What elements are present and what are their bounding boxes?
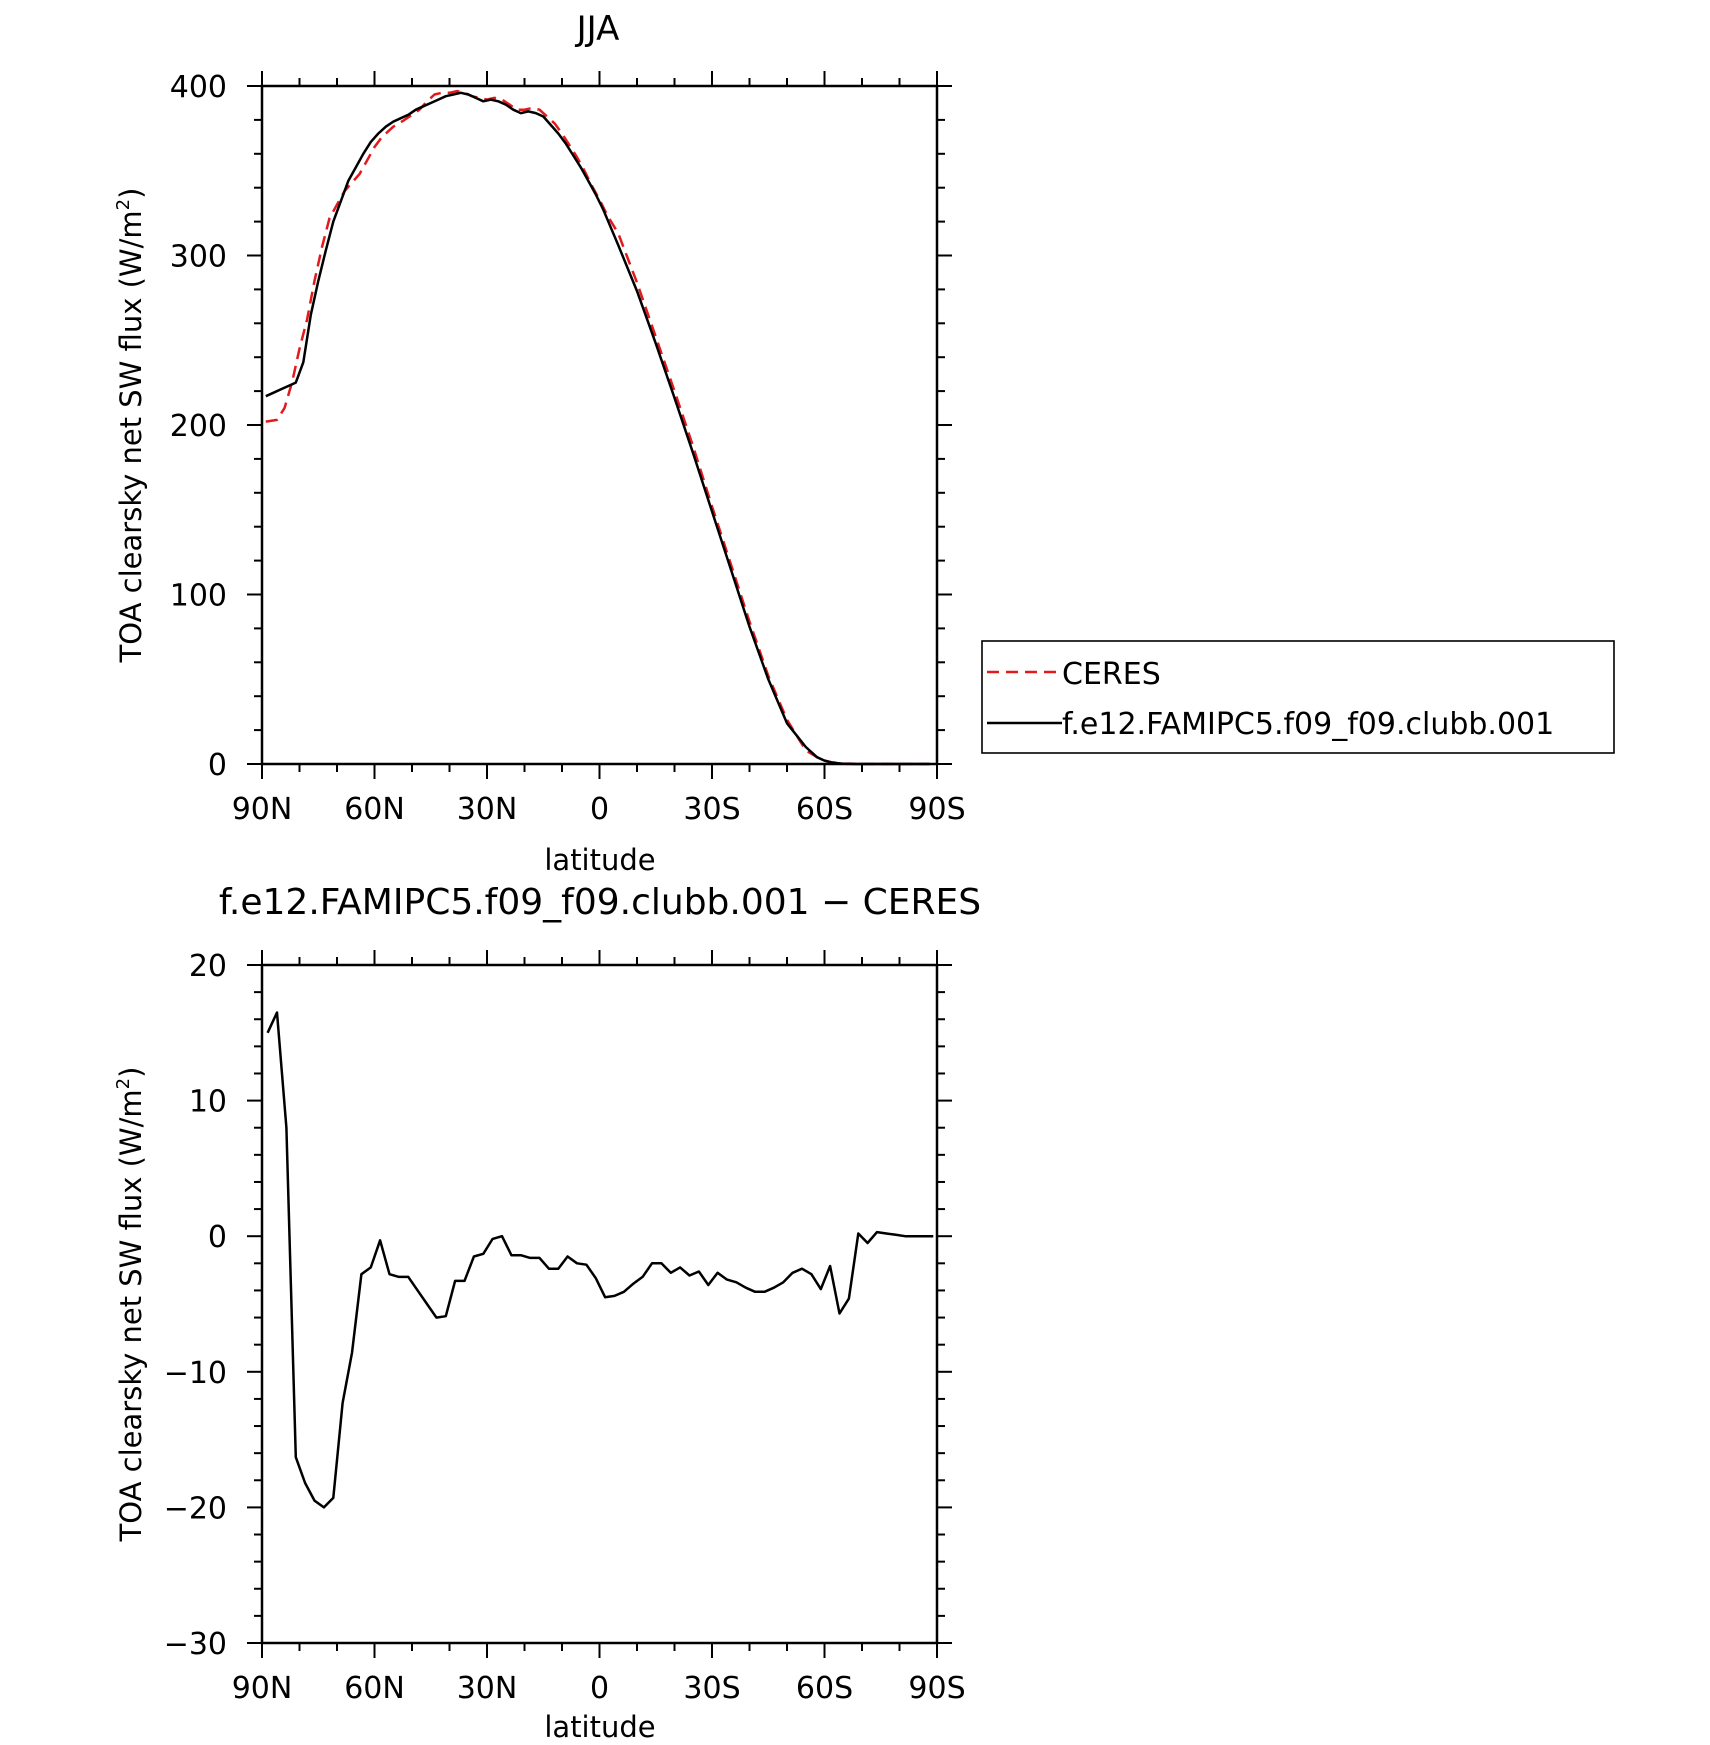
y-axis-label-superscript: 2 xyxy=(113,199,134,210)
x-tick-label: 0 xyxy=(590,792,609,827)
x-tick-label: 30S xyxy=(683,792,740,827)
panel-bottom: f.e12.FAMIPC5.f09_f09.clubb.001 − CERES … xyxy=(113,882,981,1744)
x-axis-label: latitude xyxy=(544,1710,655,1744)
axis-ticks xyxy=(247,71,952,779)
y-tick-label: 0 xyxy=(208,1220,227,1255)
y-axis-label-close: ) xyxy=(114,188,148,199)
y-axis-label: TOA clearsky net SW flux (W/m2) xyxy=(113,188,148,664)
y-tick-label: −20 xyxy=(164,1491,227,1526)
y-tick-label: −10 xyxy=(164,1356,227,1391)
series-line-0 xyxy=(266,1011,934,1509)
y-tick-labels: 0 100 200 300 400 xyxy=(170,70,227,783)
x-tick-label: 90S xyxy=(908,792,965,827)
x-tick-label: 0 xyxy=(590,1671,609,1706)
x-axis-label: latitude xyxy=(544,843,655,877)
y-tick-labels: −30 −20 −10 0 10 20 xyxy=(164,949,227,1662)
x-tick-label: 30N xyxy=(457,1671,518,1706)
chart-title: f.e12.FAMIPC5.f09_f09.clubb.001 − CERES xyxy=(219,882,981,923)
x-tick-labels: 90N 60N 30N 0 30S 60S 90S xyxy=(232,1671,966,1706)
y-tick-label: 400 xyxy=(170,70,227,105)
legend-frame xyxy=(981,640,1615,754)
x-tick-label: 30N xyxy=(457,792,518,827)
x-tick-label: 30S xyxy=(683,1671,740,1706)
x-tick-labels: 90N 60N 30N 0 30S 60S 90S xyxy=(232,792,966,827)
x-tick-label: 90S xyxy=(908,1671,965,1706)
y-tick-label: 300 xyxy=(170,240,227,275)
plot-area xyxy=(266,1011,934,1509)
x-tick-label: 60S xyxy=(796,792,853,827)
legend: CERES f.e12.FAMIPC5.f09_f09.clubb.001 xyxy=(981,640,1615,754)
y-tick-label: 100 xyxy=(170,579,227,614)
legend-label-ceres: CERES xyxy=(1062,657,1161,692)
y-tick-label: 200 xyxy=(170,409,227,444)
chart-title: JJA xyxy=(575,9,620,49)
x-tick-label: 90N xyxy=(232,792,293,827)
y-tick-label: 20 xyxy=(189,949,227,984)
series-line-1 xyxy=(265,91,930,766)
x-tick-label: 90N xyxy=(232,1671,293,1706)
plot-frame xyxy=(260,963,939,1645)
x-tick-label: 60N xyxy=(344,792,405,827)
y-axis-label-close: ) xyxy=(114,1067,148,1078)
y-axis-label: TOA clearsky net SW flux (W/m2) xyxy=(113,1067,148,1543)
y-tick-label: 0 xyxy=(208,748,227,783)
y-axis-label-main: TOA clearsky net SW flux (W/m xyxy=(114,210,148,663)
y-tick-label: −30 xyxy=(164,1627,227,1662)
y-tick-label: 10 xyxy=(189,1085,227,1120)
x-tick-label: 60S xyxy=(796,1671,853,1706)
y-axis-label-main: TOA clearsky net SW flux (W/m xyxy=(114,1089,148,1542)
y-axis-label-superscript: 2 xyxy=(113,1078,134,1089)
axis-ticks xyxy=(247,950,952,1658)
legend-label-model: f.e12.FAMIPC5.f09_f09.clubb.001 xyxy=(1062,707,1554,742)
plot-area xyxy=(265,89,930,766)
x-tick-label: 60N xyxy=(344,1671,405,1706)
panel-top: JJA 0 100 200 300 400 90N 60N 30N 0 30S 60S 90S la… xyxy=(113,9,1615,877)
series-line-0 xyxy=(265,89,930,766)
plot-frame xyxy=(260,84,939,766)
